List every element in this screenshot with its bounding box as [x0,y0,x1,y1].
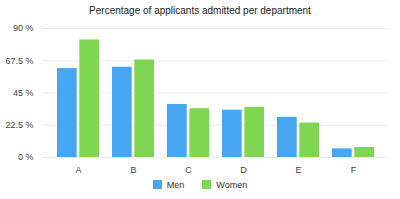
svg-text:E: E [295,165,301,175]
svg-text:67.5 %: 67.5 % [5,56,33,66]
svg-text:22.5 %: 22.5 % [5,120,33,130]
svg-text:D: D [240,165,247,175]
svg-text:F: F [351,165,357,175]
html-text:Women: Women [216,180,248,190]
svg-text:C: C [185,165,192,175]
svg-text:45 %: 45 % [13,88,34,98]
html-text:Percentage of applicants admit: Percentage of applicants admitted per de… [89,5,311,16]
svg-text:90 %: 90 % [13,23,34,33]
svg-text:B: B [130,165,136,175]
svg-text:0 %: 0 % [18,152,34,162]
html-text:Men: Men [166,180,185,190]
svg-text:A: A [75,165,81,175]
